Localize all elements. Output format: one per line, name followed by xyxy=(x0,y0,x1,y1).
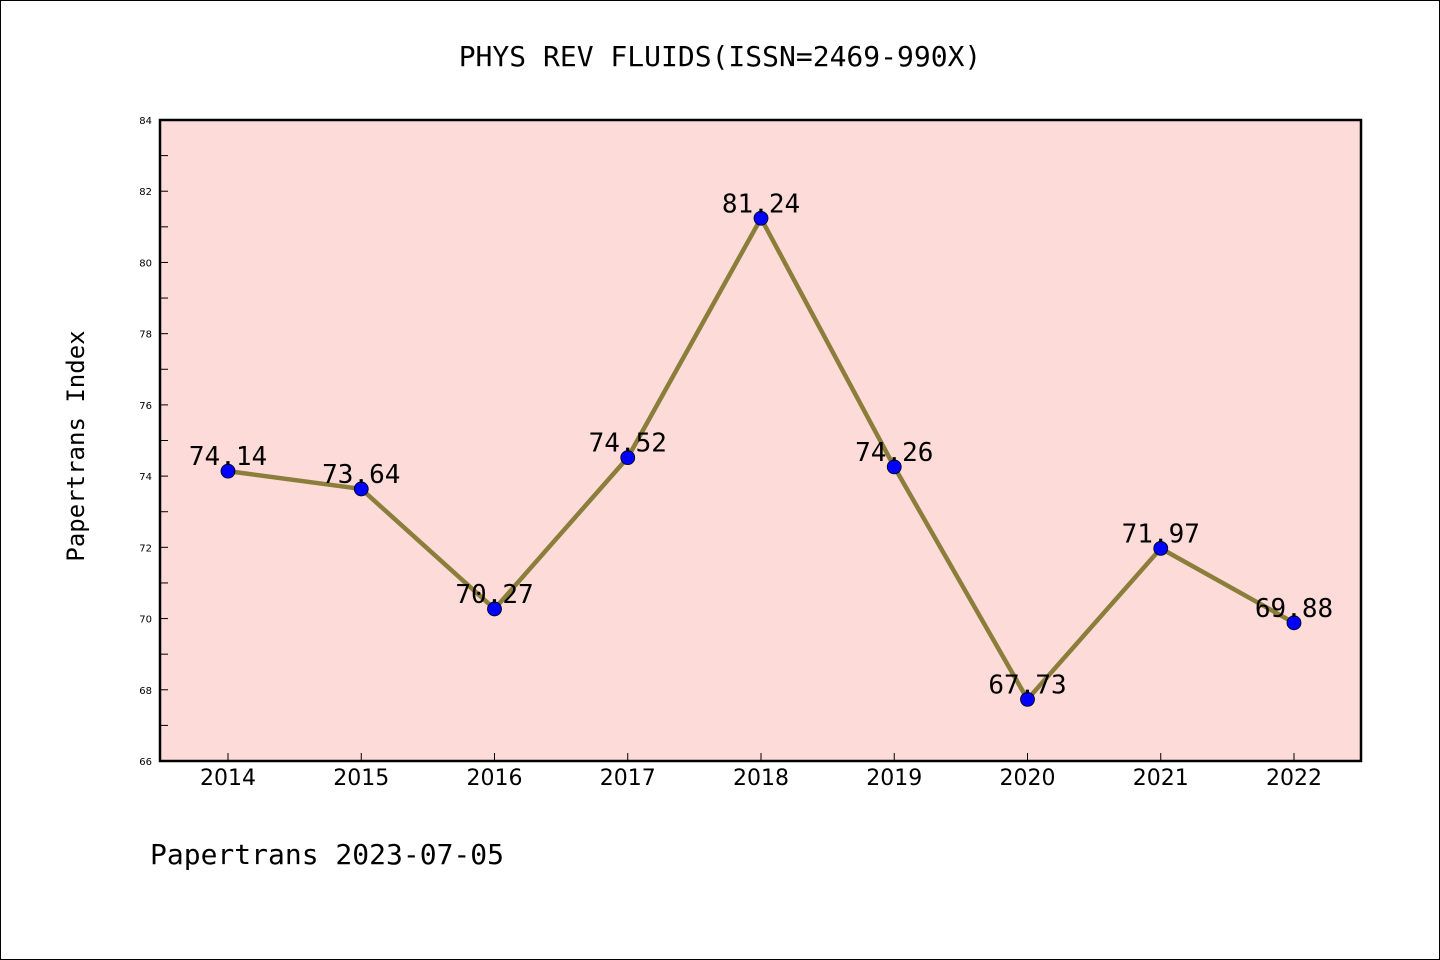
y-tick-label: 76 xyxy=(139,401,152,412)
data-point-2021 xyxy=(1153,541,1169,556)
y-tick-label: 80 xyxy=(139,258,152,269)
data-label-2019: 74.26 xyxy=(855,438,933,468)
x-tick-label: 2020 xyxy=(1000,766,1056,791)
y-axis-label: Papertrans Index xyxy=(62,330,90,561)
y-tick-label: 72 xyxy=(139,543,152,554)
data-label-2016: 70.27 xyxy=(455,580,533,610)
data-point-2014 xyxy=(220,463,236,479)
x-tick-label: 2021 xyxy=(1133,766,1189,791)
data-label-2014: 74.14 xyxy=(189,442,267,472)
y-tick-label: 70 xyxy=(139,615,152,626)
x-tick-label: 2017 xyxy=(600,766,656,791)
y-tick-label: 74 xyxy=(139,472,152,483)
data-points xyxy=(220,210,1302,707)
data-label-2022: 69.88 xyxy=(1255,594,1333,624)
data-point-2019 xyxy=(886,459,902,475)
data-label-2020: 67.73 xyxy=(988,670,1066,700)
x-tick-label: 2014 xyxy=(200,766,256,791)
y-tick-label: 66 xyxy=(139,757,152,768)
data-labels: 74.14 73.64 70.27 74.52 81.24 74.26 67.73 71.97… xyxy=(189,189,1333,700)
x-tick-label: 2015 xyxy=(333,766,389,791)
y-tick-label: 78 xyxy=(139,330,152,341)
data-point-2016 xyxy=(487,601,502,617)
data-point-2018 xyxy=(753,210,769,226)
data-label-2018: 81.24 xyxy=(722,189,800,219)
data-label-2015: 73.64 xyxy=(322,460,400,490)
x-axis: 2014 2015 2016 2017 2018 2019 2020 2021 2022 xyxy=(200,753,1322,791)
data-label-2021: 71.97 xyxy=(1122,519,1200,549)
x-tick-label: 2019 xyxy=(866,766,922,791)
x-tick-label: 2018 xyxy=(733,766,789,791)
y-tick-label: 82 xyxy=(139,187,152,198)
y-tick-label: 84 xyxy=(139,116,152,127)
plot-area xyxy=(158,118,1363,763)
chart-title: PHYS REV FLUIDS(ISSN=2469-990X) xyxy=(459,40,982,73)
data-point-2020 xyxy=(1020,691,1035,707)
data-point-2015 xyxy=(353,481,369,497)
footer-text: Papertrans 2023-07-05 xyxy=(150,838,504,871)
data-point-2022 xyxy=(1286,615,1302,631)
data-point-2017 xyxy=(620,450,636,465)
data-label-2017: 74.52 xyxy=(589,429,667,459)
x-tick-label: 2016 xyxy=(467,766,523,791)
y-tick-label: 68 xyxy=(139,686,152,697)
y-axis: 66 68 70 72 74 76 78 80 82 84 xyxy=(139,116,168,768)
x-tick-label: 2022 xyxy=(1266,766,1322,791)
